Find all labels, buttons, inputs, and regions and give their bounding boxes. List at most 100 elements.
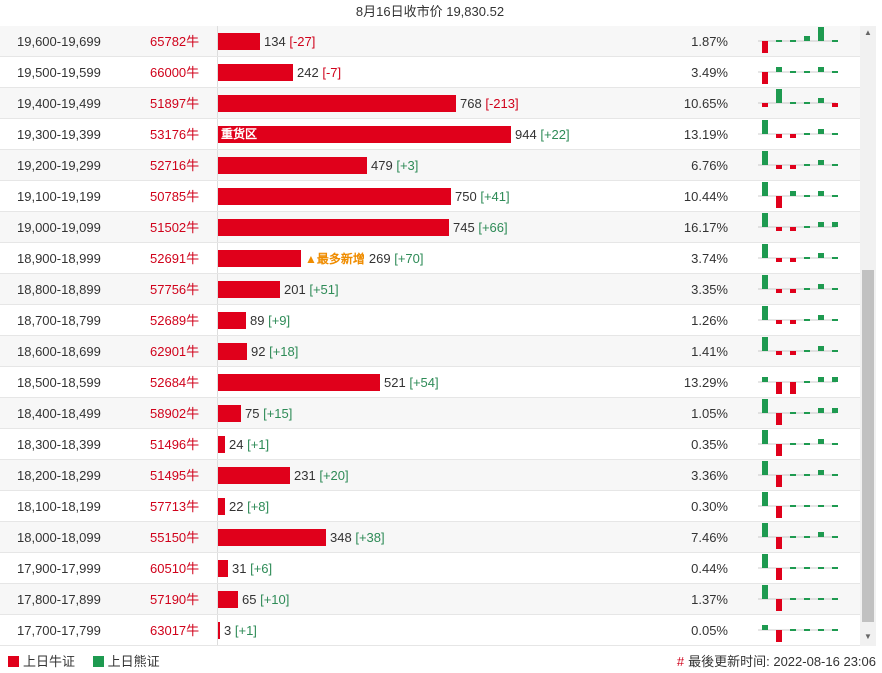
sparkline-bar [804,567,810,569]
sparkline-bar [818,98,824,103]
sparkline-bar [804,164,810,166]
bar-cell: 31 [+6] [217,553,678,583]
quantity-value: 521 [+54] [384,367,439,398]
sparkline-bar [832,133,838,135]
percentage: 3.49% [691,65,728,80]
sparkline [758,120,838,138]
bull-code-link[interactable]: 60510牛 [136,553,217,583]
scroll-up-icon[interactable]: ▲ [864,28,872,37]
quantity-number: 201 [284,282,306,297]
scrollbar-thumb[interactable] [862,270,874,622]
strike-range: 19,400-19,499 [17,96,101,111]
quantity-number: 89 [250,313,265,328]
quantity-change: [+20] [319,468,349,483]
heavy-zone-label: 重货区 [221,127,258,141]
quantity-value: 479 [+3] [371,150,418,181]
sparkline-bar [804,195,810,197]
percentage: 7.46% [691,530,728,545]
quantity-value: 31 [+6] [232,553,272,584]
bull-code-link[interactable]: 50785牛 [136,181,217,211]
sparkline-bar [762,585,768,599]
quantity-change: [+41] [480,189,510,204]
bull-code-link[interactable]: 51897牛 [136,88,217,118]
sparkline-bar [790,629,796,631]
percentage: 10.44% [683,189,728,204]
bar-cell: 重货区 944 [+22] [217,119,678,149]
quantity-change: [+1] [247,437,270,452]
bar-cell: 3 [+1] [217,615,678,645]
scroll-down-icon[interactable]: ▼ [864,632,872,641]
sparkline-bar [832,443,838,445]
sparkline-bar [818,27,824,41]
sparkline-bar [832,288,838,290]
sparkline-bar [818,160,824,165]
table-row: 18,600-18,699 62901牛 92 [+18] 1.41% [0,336,860,367]
bull-code-link[interactable]: 52691牛 [136,243,217,273]
sparkline-bar [776,67,782,72]
sparkline-bar [790,598,796,600]
bull-code-link[interactable]: 53176牛 [136,119,217,149]
bull-code-link[interactable]: 51495牛 [136,460,217,490]
legend-bull-label: 上日牛证 [23,654,76,669]
sparkline-bar [804,36,810,41]
quantity-number: 750 [455,189,477,204]
sparkline-bar [762,213,768,227]
quantity-bar [218,498,225,515]
table-row: 18,900-18,999 52691牛 ▲最多新增 269 [+70] 3.74% [0,243,860,274]
strike-range: 19,300-19,399 [17,127,101,142]
bar-cell: 479 [+3] [217,150,678,180]
bull-code-link[interactable]: 66000牛 [136,57,217,87]
hash-icon: # [676,654,685,669]
sparkline [758,27,838,53]
bull-code-link[interactable]: 63017牛 [136,615,217,645]
scrollbar[interactable]: ▲ ▼ [860,26,876,646]
sparkline-bar [818,191,824,196]
bull-code-link[interactable]: 51496牛 [136,429,217,459]
percentage: 1.41% [691,344,728,359]
sparkline-bar [832,536,838,538]
bull-code-link[interactable]: 55150牛 [136,522,217,552]
bull-code-link[interactable]: 52684牛 [136,367,217,397]
strike-range: 18,700-18,799 [17,313,101,328]
sparkline-bar [804,381,810,383]
quantity-change: [+1] [234,623,257,638]
bull-code-link[interactable]: 57190牛 [136,584,217,614]
sparkline-bar [790,536,796,538]
quantity-number: 75 [245,406,260,421]
sparkline-bar [818,532,824,537]
sparkline-bar [818,598,824,600]
sparkline-bar [762,275,768,289]
sparkline-bar [804,319,810,321]
sparkline-bar [776,89,782,103]
quantity-change: [+18] [269,344,299,359]
page-title: 8月16日收市价 19,830.52 [0,0,860,27]
sparkline [758,244,838,262]
bull-code-link[interactable]: 57713牛 [136,491,217,521]
legend-bear-label: 上日熊证 [107,654,160,669]
bull-code-link[interactable]: 58902牛 [136,398,217,428]
sparkline-bar [762,554,768,568]
bull-code-link[interactable]: 62901牛 [136,336,217,366]
sparkline-bar [818,315,824,320]
sparkline-bar [762,430,768,444]
quantity-bar [218,622,220,639]
sparkline-bar [832,567,838,569]
bull-code-link[interactable]: 52689牛 [136,305,217,335]
quantity-change: [-213] [485,96,519,111]
bull-code-link[interactable]: 51502牛 [136,212,217,242]
bull-code-link[interactable]: 57756牛 [136,274,217,304]
quantity-change: [+15] [263,406,293,421]
sparkline-bar [818,346,824,351]
sparkline-bar [790,227,796,231]
sparkline-bar [818,470,824,475]
bull-code-link[interactable]: 52716牛 [136,150,217,180]
sparkline [758,554,838,580]
strike-range: 18,300-18,399 [17,437,101,452]
bar-cell: 75 [+15] [217,398,678,428]
bar-cell: 745 [+66] [217,212,678,242]
quantity-change: [+54] [409,375,439,390]
quantity-number: 3 [224,623,232,638]
bull-code-link[interactable]: 65782牛 [136,26,217,56]
bar-cell: 201 [+51] [217,274,678,304]
sparkline-bar [804,412,810,414]
